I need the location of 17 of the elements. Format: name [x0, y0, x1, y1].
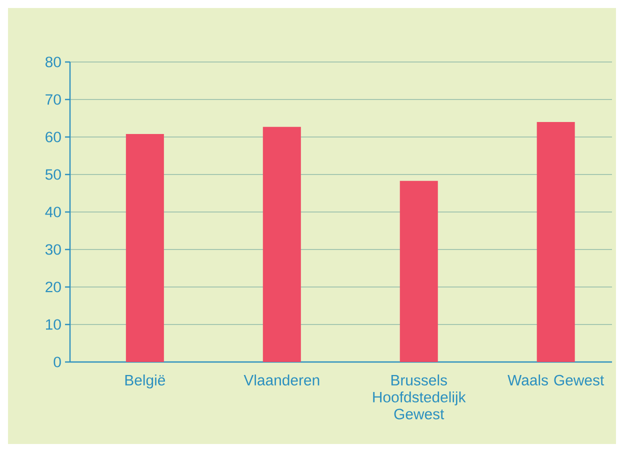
bar [126, 134, 164, 362]
bar [536, 122, 575, 362]
y-tick-label: 60 [46, 132, 61, 142]
bar [400, 180, 438, 362]
y-tick-label: 70 [46, 94, 61, 105]
bar [262, 126, 301, 362]
x-tick-label: Waals Gewest [508, 374, 604, 386]
y-tick-label: 40 [45, 206, 61, 218]
x-tick-label: Vlaanderen [244, 374, 320, 386]
y-tick-label: 50 [45, 169, 61, 180]
x-tick-label: Brussels Hoofdstedelijk Gewest [373, 374, 466, 420]
y-tick-label: 0 [54, 356, 61, 368]
y-tick-label: 20 [46, 282, 61, 292]
y-tick-label: 30 [45, 244, 61, 255]
x-tick-label: België [125, 374, 166, 388]
y-tick-label: 80 [46, 56, 61, 68]
y-tick-label: 10 [46, 319, 61, 330]
